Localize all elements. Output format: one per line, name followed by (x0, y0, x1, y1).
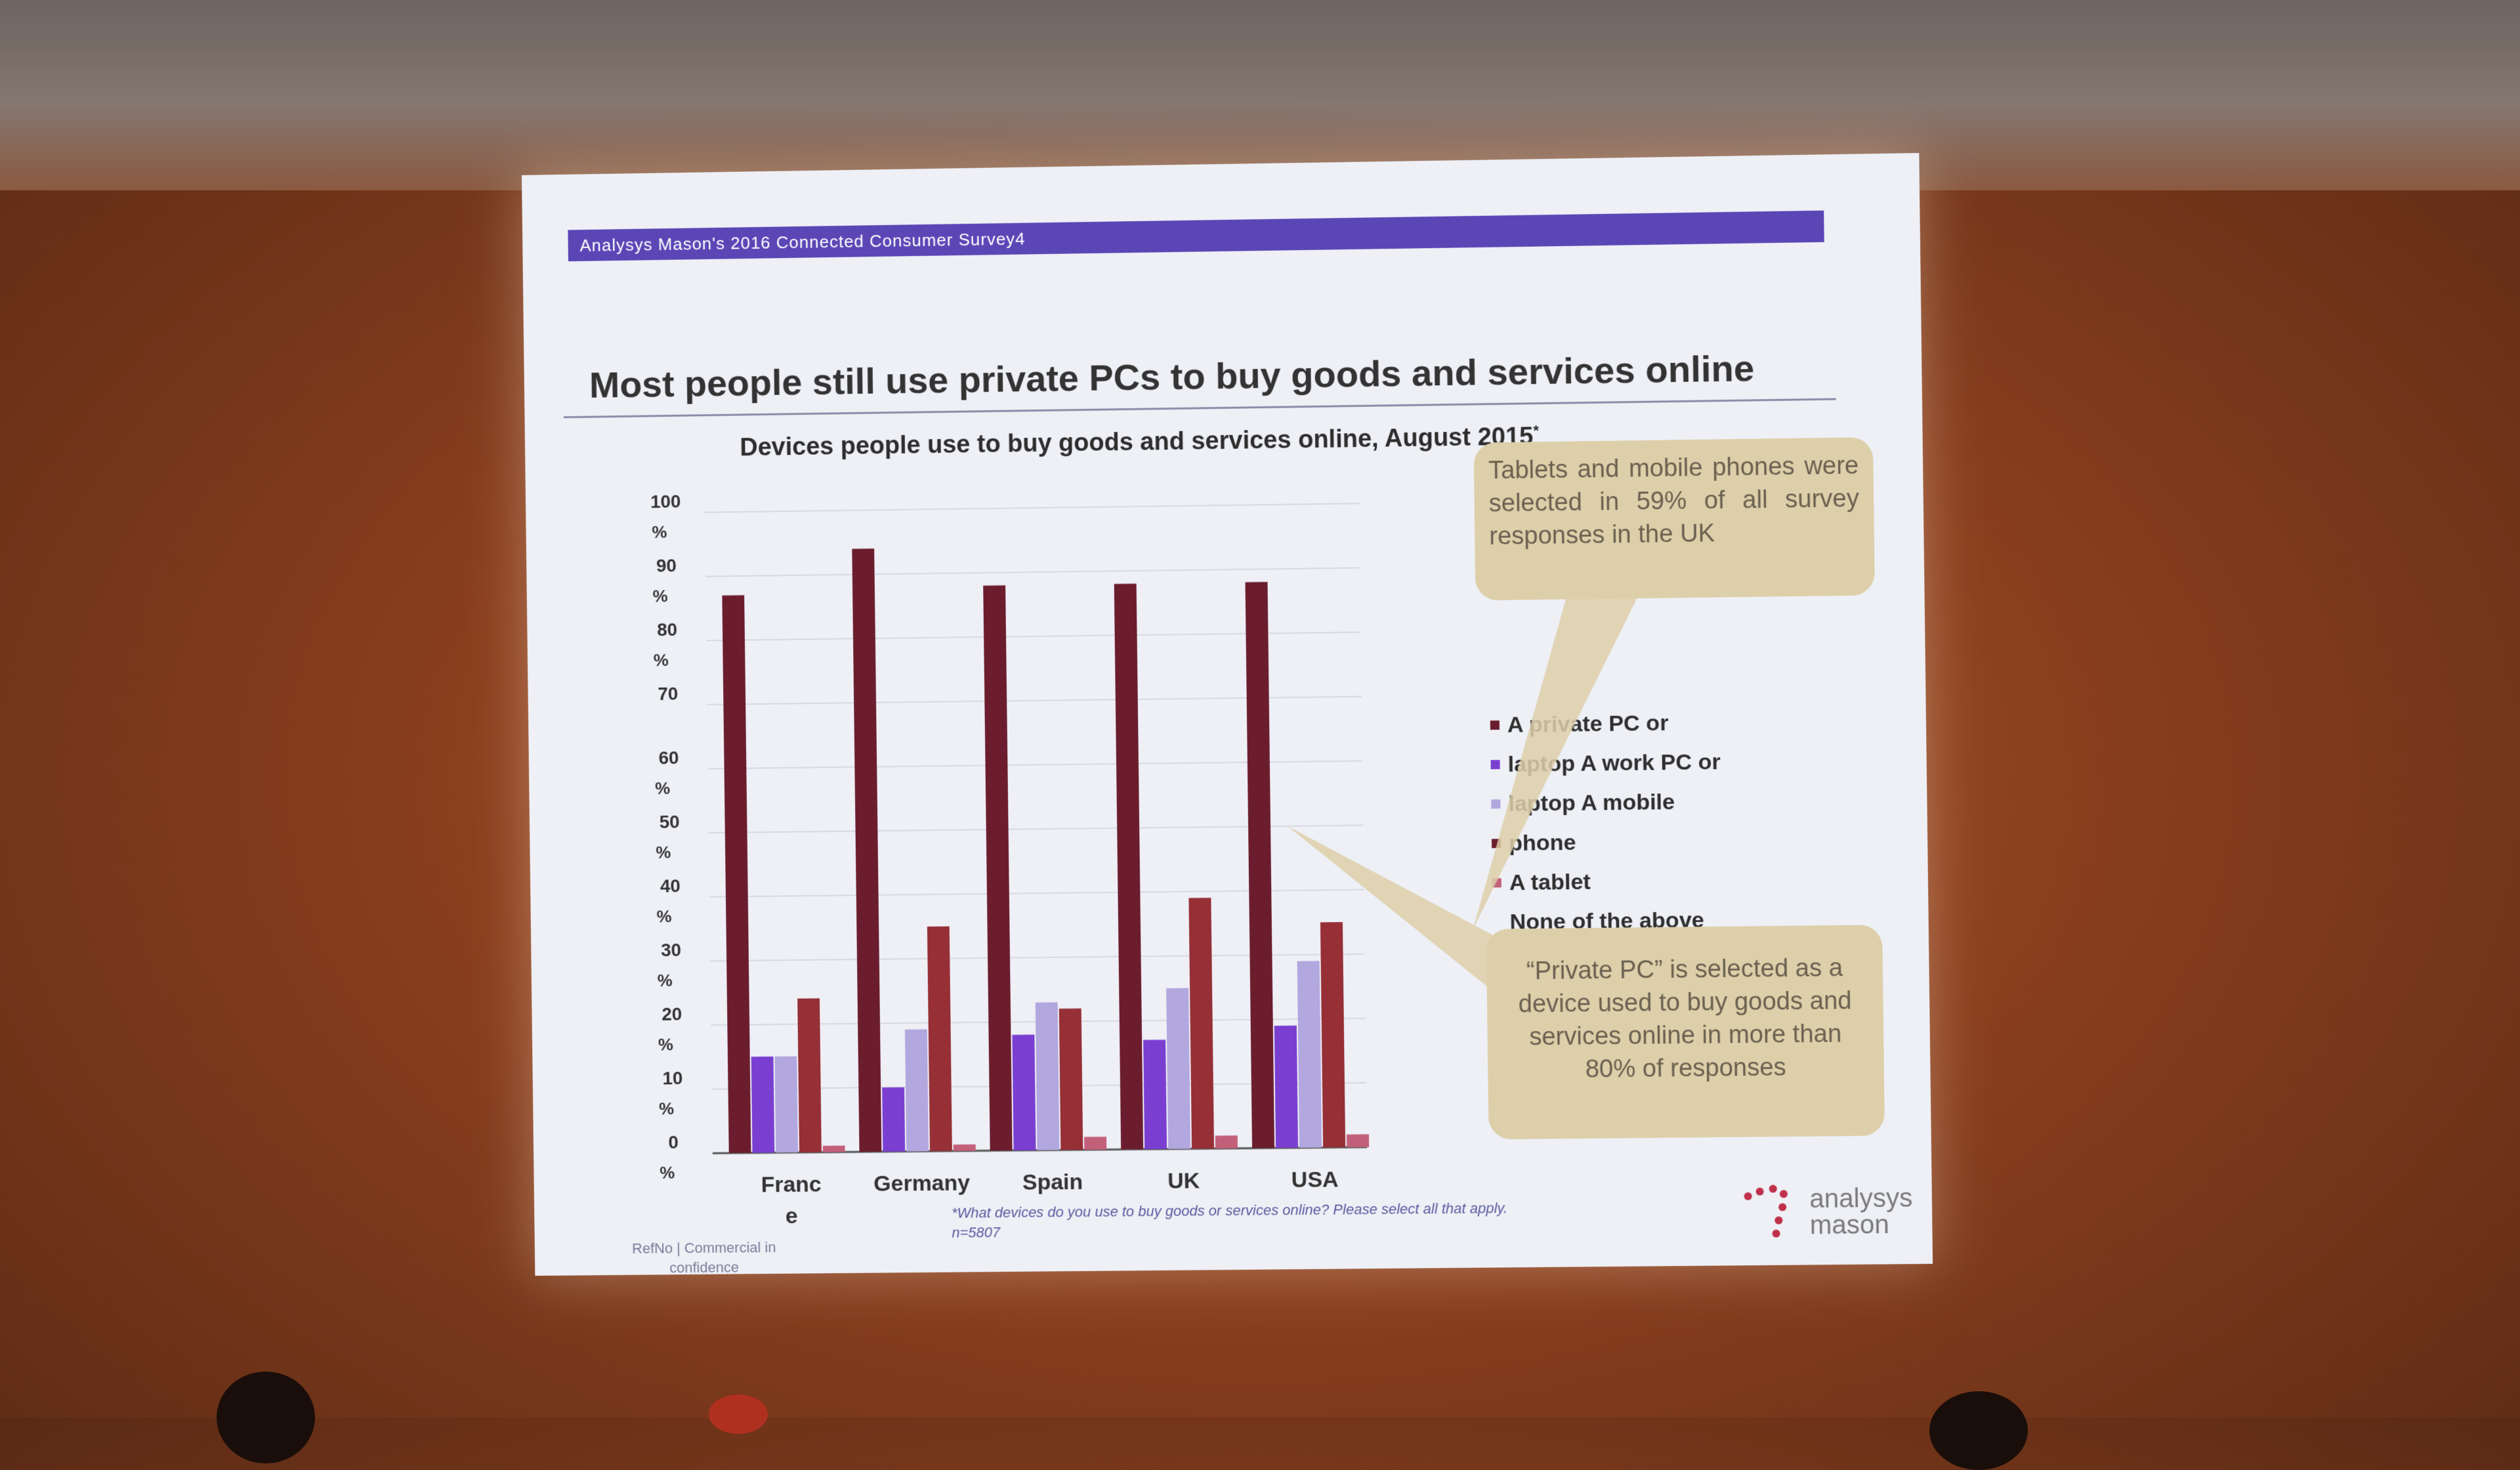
bar (1215, 1135, 1238, 1149)
bar (797, 998, 822, 1153)
callout-bottom-pointer (1288, 823, 1514, 1011)
logo-line-2: mason (1809, 1210, 1890, 1240)
company-logo: analysys mason (1740, 1179, 1913, 1253)
logo-line-1: analysys (1809, 1183, 1913, 1214)
y-tick-unit: % (656, 844, 671, 862)
audience-head-center (709, 1395, 768, 1434)
logo-wordmark: analysys mason (1809, 1183, 1913, 1240)
audience-head-right (1929, 1391, 2028, 1470)
bar (1188, 898, 1215, 1149)
y-tick-unit: % (656, 908, 671, 926)
bar (1012, 1034, 1036, 1151)
y-tick-label: 50 (660, 812, 680, 832)
y-tick-label: 60 (658, 747, 679, 768)
bar (1059, 1008, 1083, 1150)
callout-pointers (1288, 591, 1645, 1011)
x-tick-label: UK (1167, 1168, 1200, 1194)
x-tick-label: Franc (761, 1172, 821, 1198)
confidentiality-line-2: confidence (669, 1259, 740, 1276)
bar (751, 1056, 775, 1153)
x-tick-label: Germany (873, 1171, 970, 1196)
bar (822, 1145, 845, 1152)
y-tick-unit: % (652, 523, 667, 541)
bar-chart: 0% 10% 20% 30% 40% 50% 60% 70 80% 90% 100% Franc e Ge… (650, 491, 1490, 1228)
bar (1297, 961, 1322, 1148)
y-tick-label: 100 (650, 491, 681, 512)
bar (927, 926, 952, 1152)
bar (1346, 1134, 1370, 1148)
x-tick-label: e (786, 1204, 798, 1228)
y-tick-unit: % (652, 587, 667, 606)
bar (882, 1087, 906, 1152)
x-tick-label: Spain (1022, 1169, 1083, 1195)
y-tick-unit: % (655, 780, 670, 798)
bar (983, 585, 1013, 1151)
room-ceiling (0, 0, 2520, 190)
bar (1166, 988, 1191, 1150)
callout-top-pointer (1469, 591, 1645, 929)
confidentiality-line-1: RefNo | Commercial in (631, 1239, 776, 1257)
y-tick-label: 10 (662, 1068, 682, 1088)
projected-slide: Analysys Mason's 2016 Connected Consumer… (521, 153, 1933, 1278)
bar (1035, 1002, 1060, 1150)
y-tick-unit: % (660, 1164, 675, 1183)
logo-dots-icon (1744, 1185, 1788, 1238)
bar (904, 1029, 929, 1152)
confidentiality-note: RefNo | Commercial in confidence (606, 1238, 803, 1278)
bar (774, 1056, 799, 1153)
x-tick-label: USA (1292, 1167, 1339, 1192)
y-tick-label: 0 (668, 1132, 679, 1152)
bar (1245, 581, 1274, 1148)
y-tick-unit: % (658, 1036, 673, 1054)
audience-head-left (217, 1372, 315, 1463)
y-tick-unit: % (659, 1100, 674, 1118)
y-tick-unit: % (658, 972, 673, 990)
bar (852, 548, 882, 1152)
y-tick-label: 40 (660, 875, 681, 896)
bar (1274, 1024, 1298, 1148)
bar (1114, 583, 1144, 1150)
y-tick-label: 70 (658, 683, 678, 704)
y-tick-label: 90 (656, 555, 677, 576)
bar (1144, 1040, 1167, 1150)
y-tick-unit: % (654, 652, 669, 670)
y-tick-label: 20 (662, 1004, 682, 1024)
bar (1320, 922, 1346, 1148)
footnote: *What devices do you use to buy goods or… (952, 1197, 1642, 1242)
bar (722, 595, 751, 1154)
y-tick-label: 30 (661, 940, 681, 960)
bar (953, 1144, 976, 1151)
bar (1084, 1137, 1107, 1150)
y-tick-label: 80 (657, 620, 677, 640)
